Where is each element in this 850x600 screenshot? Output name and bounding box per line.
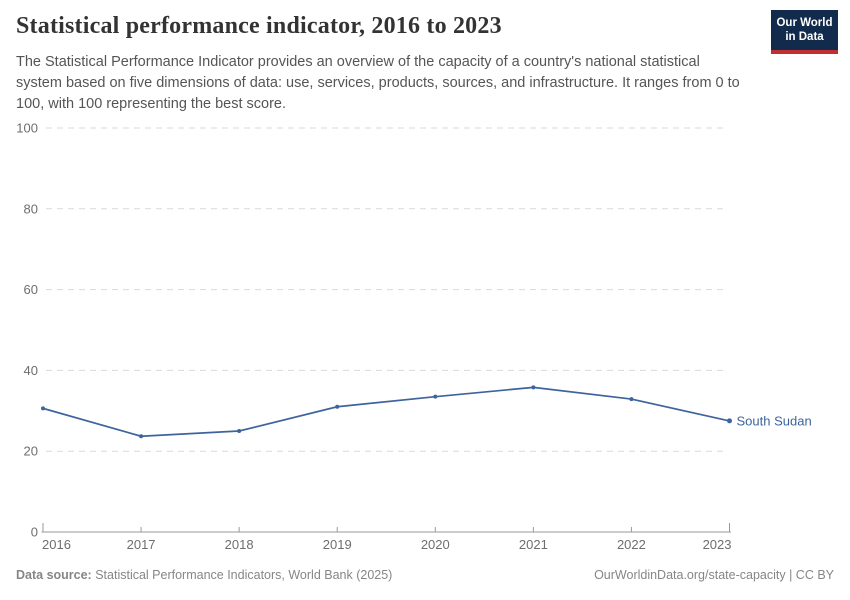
x-tick-label: 2023: [703, 537, 732, 552]
x-tick-label: 2018: [225, 537, 254, 552]
x-tick-label: 2021: [519, 537, 548, 552]
x-tick-label: 2017: [127, 537, 156, 552]
page-title: Statistical performance indicator, 2016 …: [16, 13, 502, 39]
x-tick-label: 2022: [617, 537, 646, 552]
data-point: [237, 429, 242, 433]
chart-subtitle: The Statistical Performance Indicator pr…: [16, 54, 740, 113]
y-tick-label: 40: [24, 363, 38, 378]
data-point: [41, 406, 45, 411]
owid-logo: Our World in Data: [771, 10, 838, 54]
data-point: [139, 434, 144, 439]
series-entity-label: South Sudan: [737, 413, 812, 428]
data-point: [335, 404, 340, 409]
y-tick-label: 20: [24, 444, 38, 459]
data-source: Data source: Statistical Performance Ind…: [16, 568, 392, 582]
series-line: [42, 386, 731, 438]
x-tick-label: 2019: [323, 537, 352, 552]
y-tick-label: 100: [16, 121, 38, 136]
data-source-text: Statistical Performance Indicators, Worl…: [95, 568, 393, 582]
x-tick-label: 2016: [42, 537, 71, 552]
data-point: [433, 394, 438, 399]
x-tick-label: 2020: [421, 537, 450, 552]
y-tick-label: 60: [24, 282, 38, 297]
data-source-label: Data source:: [16, 568, 92, 582]
y-tick-label: 0: [31, 525, 38, 540]
footer-link[interactable]: OurWorldinData.org/state-capacity | CC B…: [594, 568, 834, 582]
owid-logo-line2: in Data: [785, 31, 824, 43]
y-tick-label: 80: [24, 201, 38, 216]
data-point: [531, 385, 536, 390]
owid-logo-line1: Our World: [776, 16, 833, 29]
data-point: [629, 397, 634, 402]
data-point: [727, 418, 732, 424]
